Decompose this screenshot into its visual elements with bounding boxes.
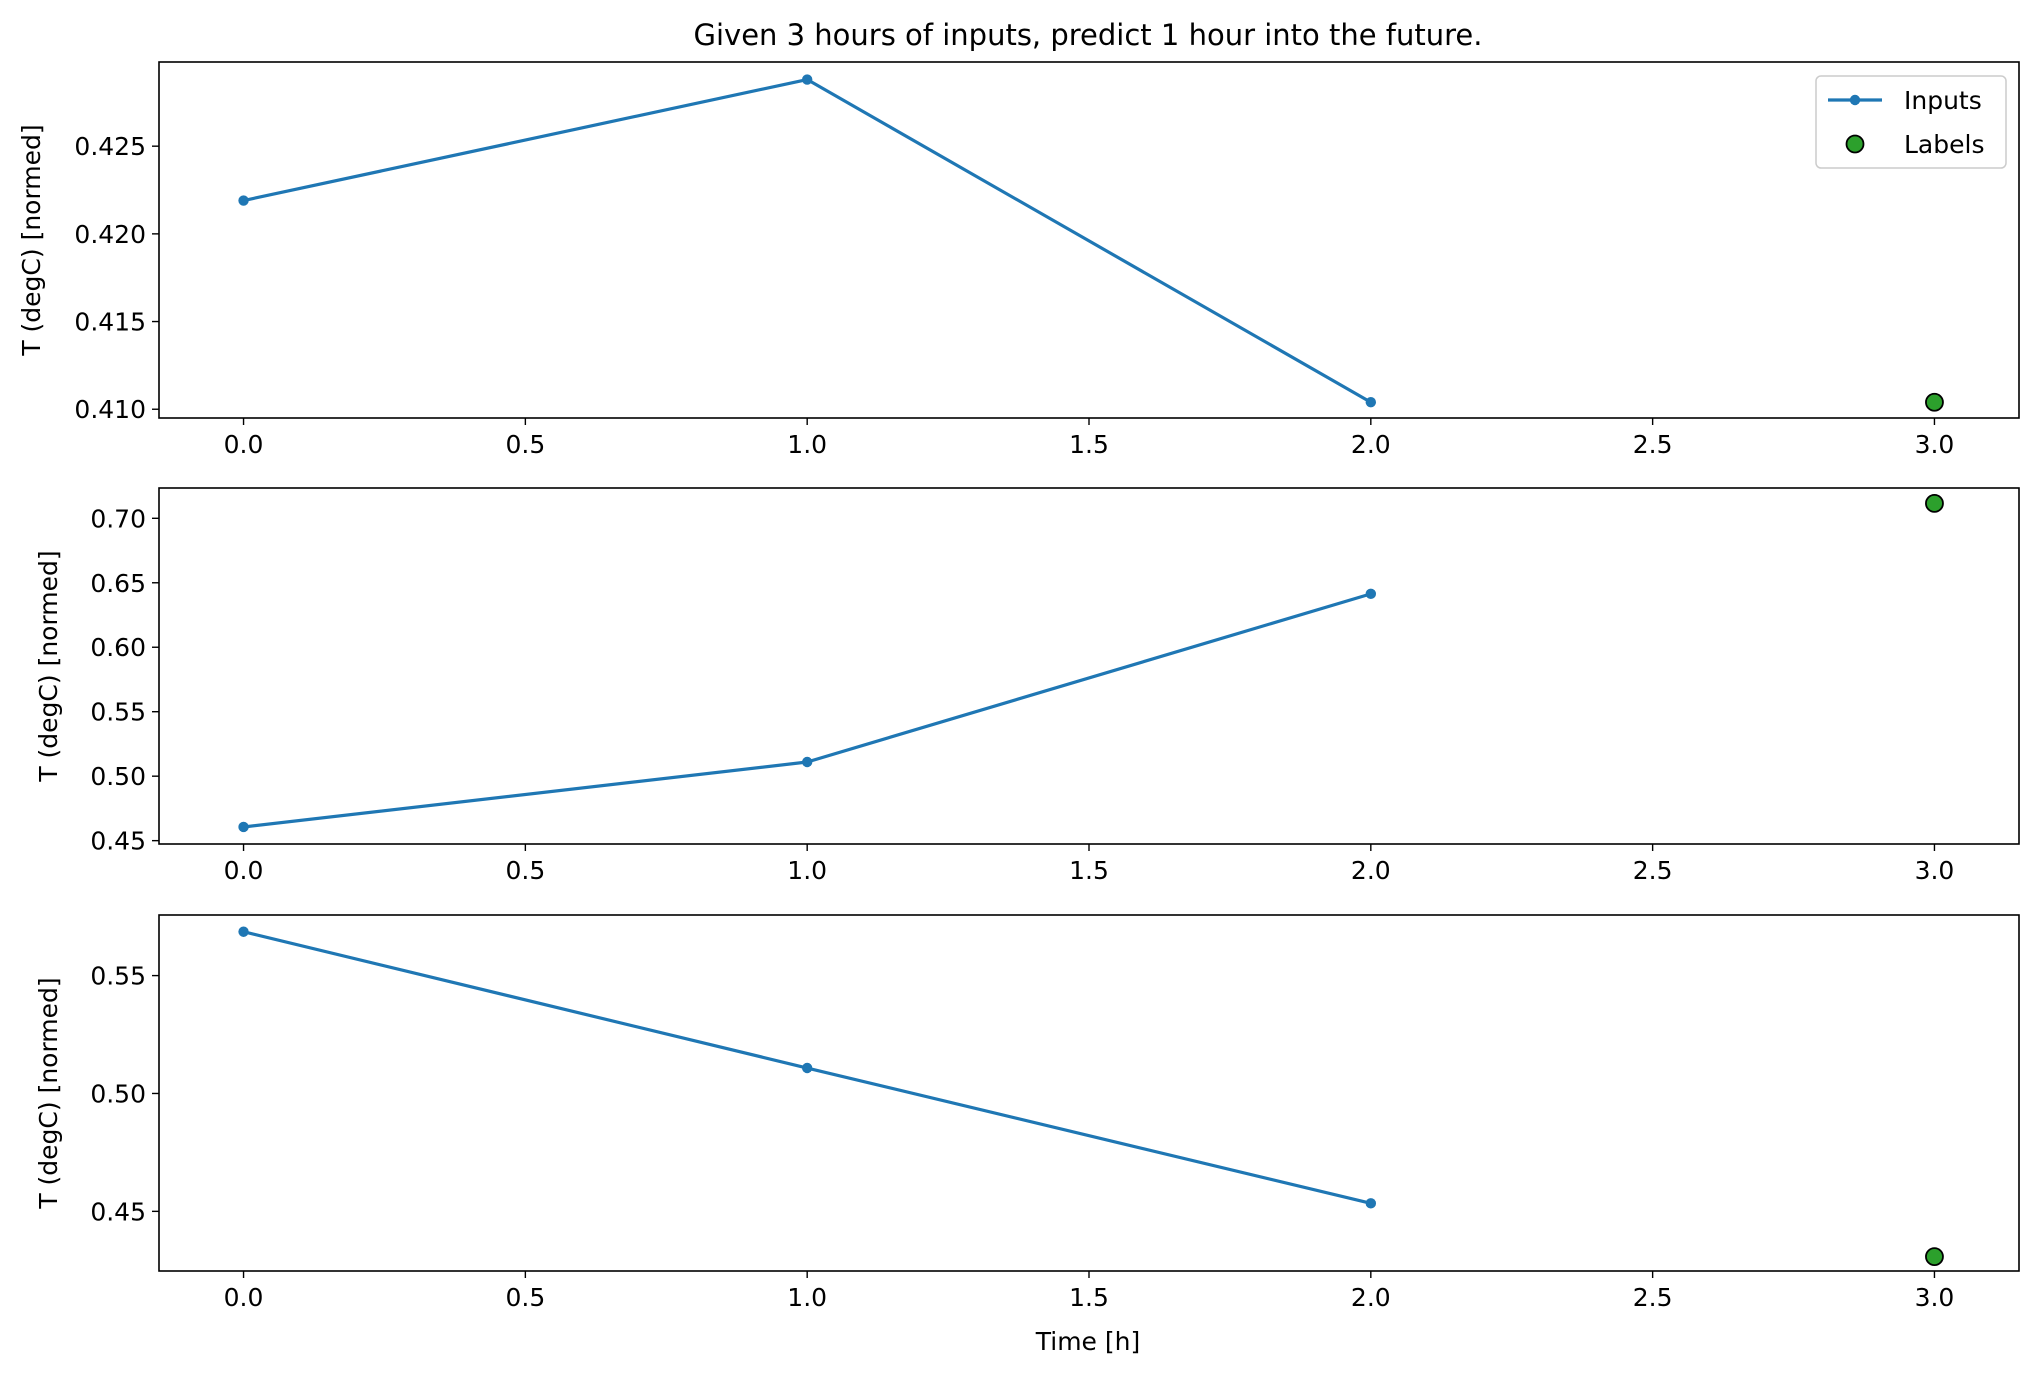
y-tick-label: 0.60 xyxy=(90,633,146,662)
x-tick-label: 1.5 xyxy=(1069,430,1109,459)
x-axis-label: Time [h] xyxy=(1035,1327,1140,1356)
legend-inputs-label: Inputs xyxy=(1904,86,1982,115)
x-tick-label: 3.0 xyxy=(1915,856,1955,885)
x-tick-label: 0.0 xyxy=(224,856,264,885)
y-tick-label: 0.45 xyxy=(90,1197,146,1226)
x-tick-label: 1.0 xyxy=(787,1283,827,1312)
y-axis-label: T (degC) [normed] xyxy=(34,550,63,782)
y-tick-label: 0.425 xyxy=(74,132,146,161)
x-tick-label: 2.0 xyxy=(1351,430,1391,459)
y-axis-label: T (degC) [normed] xyxy=(34,977,63,1209)
legend-inputs-marker xyxy=(1849,94,1861,106)
x-tick-label: 1.0 xyxy=(787,430,827,459)
x-tick-label: 2.0 xyxy=(1351,1283,1391,1312)
subplot-1: 0.0 0.5 1.0 1.5 2.0 2.5 3.0 0.410 0.415 0.420 0.42… xyxy=(17,61,2020,459)
y-tick-label: 0.415 xyxy=(74,308,146,337)
subplots: 0.0 0.5 1.0 1.5 2.0 2.5 3.0 0.410 0.415 0.420 0.42… xyxy=(17,61,2020,1312)
inputs-point xyxy=(801,756,813,768)
legend-labels-marker xyxy=(1845,134,1865,154)
y-tick-label: 0.55 xyxy=(90,962,146,991)
labels-point xyxy=(1925,1247,1944,1267)
inputs-point xyxy=(1365,588,1377,600)
x-tick-label: 3.0 xyxy=(1915,1283,1955,1312)
x-tick-label: 0.5 xyxy=(505,430,545,459)
x-tick-label: 1.0 xyxy=(787,856,827,885)
x-tick-label: 3.0 xyxy=(1915,430,1955,459)
chart-title: Given 3 hours of inputs, predict 1 hour … xyxy=(694,18,1483,52)
inputs-point xyxy=(238,195,249,206)
y-axis-label: T (degC) [normed] xyxy=(17,124,46,356)
legend: Inputs Labels xyxy=(1815,75,2007,169)
y-tick-label: 0.410 xyxy=(74,395,146,424)
inputs-point xyxy=(238,926,249,937)
inputs-point xyxy=(801,74,813,85)
labels-point xyxy=(1925,392,1944,412)
inputs-point xyxy=(238,821,249,833)
y-tick-label: 0.50 xyxy=(90,1079,146,1108)
subplot-2: 0.0 0.5 1.0 1.5 2.0 2.5 3.0 0.45 0.50 0.55 0.60 0.6… xyxy=(34,487,2020,885)
x-tick-label: 1.5 xyxy=(1069,1283,1109,1312)
x-tick-label: 2.5 xyxy=(1633,856,1673,885)
labels-point xyxy=(1925,493,1944,513)
x-tick-label: 2.5 xyxy=(1633,1283,1673,1312)
x-tick-label: 2.5 xyxy=(1633,430,1673,459)
y-tick-label: 0.55 xyxy=(90,698,146,727)
inputs-point xyxy=(1365,397,1377,408)
y-tick-label: 0.420 xyxy=(74,220,146,249)
inputs-point xyxy=(1365,1198,1377,1209)
inputs-point xyxy=(801,1062,813,1074)
y-tick-label: 0.45 xyxy=(90,827,146,856)
x-tick-label: 0.0 xyxy=(224,1283,264,1312)
y-tick-label: 0.70 xyxy=(90,504,146,533)
subplot-3: 0.0 0.5 1.0 1.5 2.0 2.5 3.0 0.45 0.50 0.55 T (degC… xyxy=(34,914,2020,1312)
x-tick-label: 0.5 xyxy=(505,856,545,885)
y-tick-label: 0.50 xyxy=(90,762,146,791)
x-tick-label: 0.0 xyxy=(224,430,264,459)
x-tick-label: 2.0 xyxy=(1351,856,1391,885)
y-tick-label: 0.65 xyxy=(90,569,146,598)
legend-labels-label: Labels xyxy=(1904,130,1984,159)
x-tick-label: 1.5 xyxy=(1069,856,1109,885)
x-tick-label: 0.5 xyxy=(505,1283,545,1312)
